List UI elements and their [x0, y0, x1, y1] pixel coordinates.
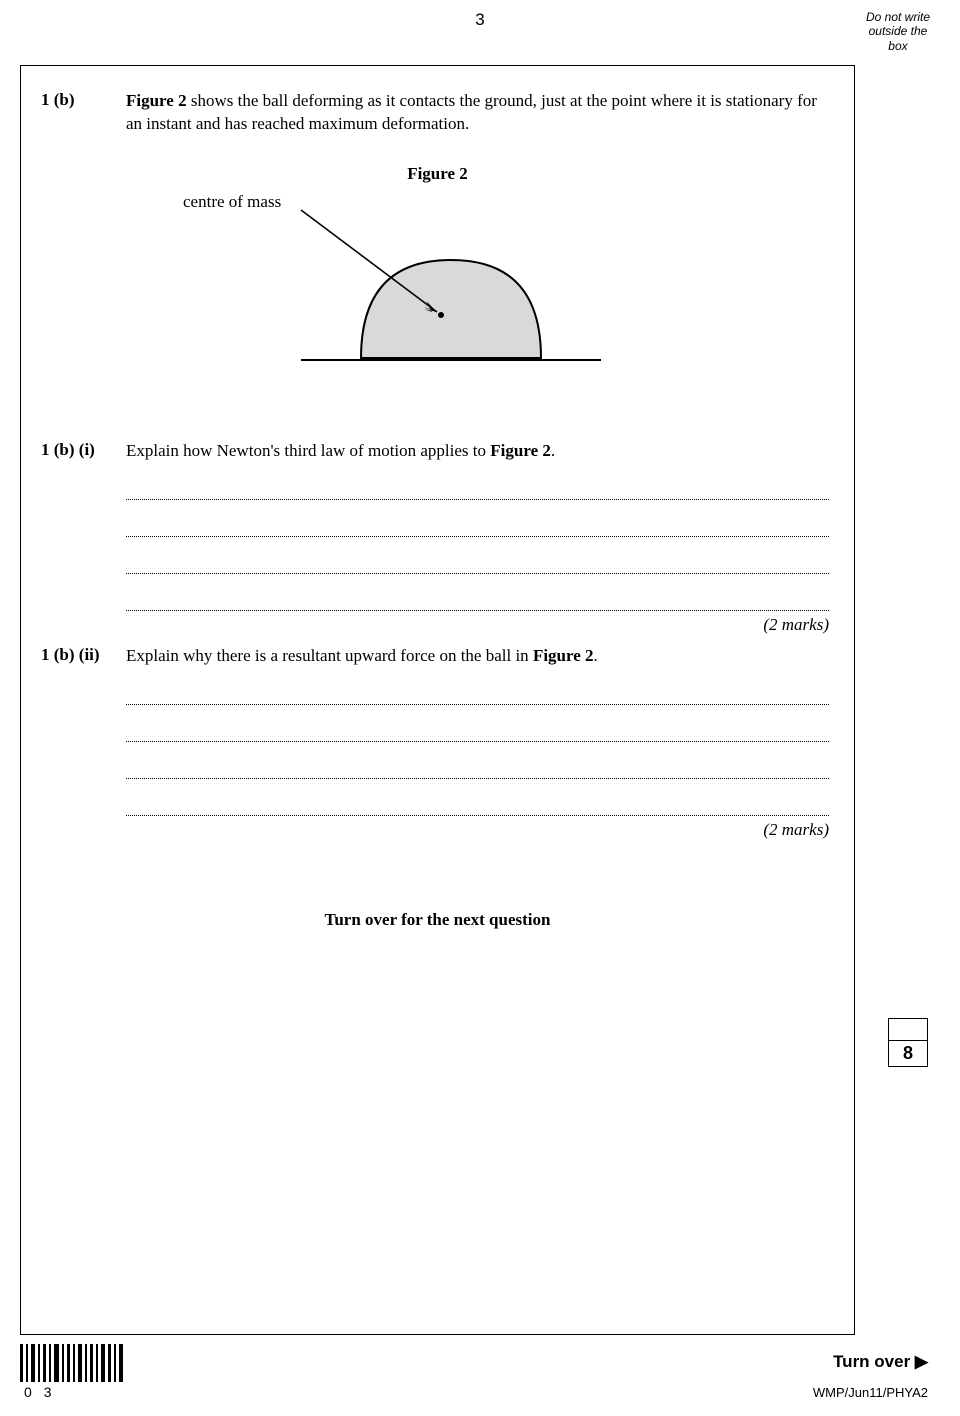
- margin-note: Do not write outside the box: [866, 10, 930, 53]
- question-number: 1 (b): [41, 90, 126, 136]
- figure-ref: Figure 2: [490, 441, 551, 460]
- answer-line[interactable]: [126, 741, 829, 742]
- margin-note-line: box: [866, 39, 930, 53]
- question-1bii: 1 (b) (ii) Explain why there is a result…: [41, 645, 834, 668]
- answer-line[interactable]: [126, 778, 829, 779]
- pointer-line: [301, 210, 437, 312]
- turn-over-footer: Turn over ▶: [833, 1352, 928, 1372]
- footer-code: WMP/Jun11/PHYA2: [813, 1385, 928, 1400]
- centre-of-mass-dot: [438, 312, 444, 318]
- question-suffix: .: [551, 441, 555, 460]
- figure-ref: Figure 2: [126, 91, 187, 110]
- question-text: Figure 2 shows the ball deforming as it …: [126, 90, 834, 136]
- barcode-svg: [20, 1344, 130, 1382]
- answer-line[interactable]: [126, 536, 829, 537]
- answer-line[interactable]: [126, 499, 829, 500]
- margin-note-line: outside the: [866, 24, 930, 38]
- question-body: shows the ball deforming as it contacts …: [126, 91, 817, 133]
- figure-svg: [41, 190, 841, 380]
- question-1b: 1 (b) Figure 2 shows the ball deforming …: [41, 90, 834, 136]
- question-1bi: 1 (b) (i) Explain how Newton's third law…: [41, 440, 834, 463]
- question-prefix: Explain how Newton's third law of motion…: [126, 441, 490, 460]
- barcode-label: 03: [24, 1384, 130, 1400]
- score-total: 8: [888, 1040, 928, 1067]
- answer-line[interactable]: [126, 704, 829, 705]
- score-box: 8: [888, 1018, 928, 1067]
- question-number: 1 (b) (ii): [41, 645, 126, 668]
- question-prefix: Explain why there is a resultant upward …: [126, 646, 533, 665]
- marks-label: (2 marks): [41, 615, 829, 635]
- marks-label: (2 marks): [41, 820, 829, 840]
- answer-line[interactable]: [126, 573, 829, 574]
- turn-over-next-question: Turn over for the next question: [41, 910, 834, 930]
- answer-line[interactable]: [126, 815, 829, 816]
- margin-note-line: Do not write: [866, 10, 930, 24]
- answer-line[interactable]: [126, 610, 829, 611]
- figure-2: centre of mass: [41, 190, 834, 380]
- content-box: 1 (b) Figure 2 shows the ball deforming …: [20, 65, 855, 1335]
- score-box-top: [888, 1018, 928, 1040]
- figure-ref: Figure 2: [533, 646, 594, 665]
- question-number: 1 (b) (i): [41, 440, 126, 463]
- question-suffix: .: [594, 646, 598, 665]
- question-text: Explain why there is a resultant upward …: [126, 645, 834, 668]
- question-text: Explain how Newton's third law of motion…: [126, 440, 834, 463]
- barcode: 03: [20, 1344, 130, 1400]
- figure-title: Figure 2: [41, 164, 834, 184]
- page-number: 3: [475, 10, 484, 30]
